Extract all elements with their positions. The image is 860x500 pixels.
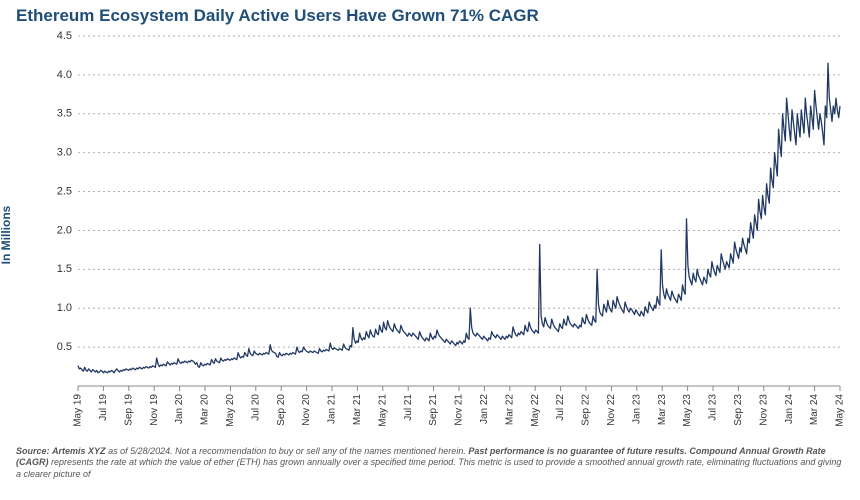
svg-text:Mar 24: Mar 24 (809, 394, 820, 426)
y-axis-label: In Millions (0, 206, 13, 265)
source-label: Source: (16, 446, 50, 456)
svg-text:4.5: 4.5 (57, 30, 72, 42)
disclaimer-bold-1: Past performance is no guarantee of futu… (468, 446, 687, 456)
svg-text:Jul 20: Jul 20 (250, 394, 261, 421)
svg-text:May 20: May 20 (225, 394, 236, 427)
svg-text:May 21: May 21 (377, 394, 388, 427)
source-name: Artemis XYZ (52, 446, 106, 456)
svg-text:3.5: 3.5 (57, 108, 72, 120)
svg-text:Nov 20: Nov 20 (301, 394, 312, 426)
svg-text:4.0: 4.0 (57, 69, 72, 81)
svg-text:2.5: 2.5 (57, 185, 72, 197)
svg-text:Mar 22: Mar 22 (504, 394, 515, 426)
svg-text:Jan 24: Jan 24 (784, 394, 795, 424)
svg-text:3.0: 3.0 (57, 147, 72, 159)
svg-text:Nov 23: Nov 23 (758, 394, 769, 426)
svg-text:Sep 22: Sep 22 (581, 394, 592, 426)
svg-text:0.5: 0.5 (57, 341, 72, 353)
svg-text:Nov 21: Nov 21 (454, 394, 465, 426)
source-date: as of 5/28/2024. (108, 446, 173, 456)
svg-text:2.0: 2.0 (57, 224, 72, 236)
footnote: Source: Artemis XYZ as of 5/28/2024. Not… (0, 440, 860, 480)
svg-text:May 19: May 19 (73, 394, 84, 427)
disclaimer-2: represents the rate at which the value o… (16, 457, 841, 478)
svg-text:Sep 19: Sep 19 (123, 394, 134, 426)
svg-text:Jan 20: Jan 20 (174, 394, 185, 424)
disclaimer-1: Not a recommendation to buy or sell any … (175, 446, 466, 456)
svg-text:Nov 19: Nov 19 (149, 394, 160, 426)
svg-text:Jan 21: Jan 21 (327, 394, 338, 424)
svg-text:Mar 23: Mar 23 (657, 394, 668, 426)
svg-text:1.0: 1.0 (57, 302, 72, 314)
chart-area: In Millions 0.51.01.52.02.53.03.54.04.5M… (16, 30, 846, 440)
svg-text:Jul 23: Jul 23 (708, 394, 719, 421)
svg-text:Jul 19: Jul 19 (98, 394, 109, 421)
svg-text:1.5: 1.5 (57, 263, 72, 275)
svg-text:Jul 22: Jul 22 (555, 394, 566, 421)
svg-text:Nov 22: Nov 22 (606, 394, 617, 426)
chart-svg: 0.5 1.0 1.5 2.0 2.5 3.0 3.5 4.0 4.5 May 19 Jul 19 S… (50, 30, 846, 440)
svg-text:Jan 23: Jan 23 (631, 394, 642, 424)
svg-text:Sep 23: Sep 23 (733, 394, 744, 426)
dau-series-line (78, 63, 840, 373)
svg-text:Mar 21: Mar 21 (352, 394, 363, 426)
svg-text:May 24: May 24 (835, 394, 846, 427)
svg-text:Mar 20: Mar 20 (200, 394, 211, 426)
svg-text:Jan 22: Jan 22 (479, 394, 490, 424)
svg-text:Sep 20: Sep 20 (276, 394, 287, 426)
svg-text:Sep 21: Sep 21 (428, 394, 439, 426)
svg-text:May 23: May 23 (682, 394, 693, 427)
chart-title: Ethereum Ecosystem Daily Active Users Ha… (0, 0, 860, 30)
svg-text:Jul 21: Jul 21 (403, 394, 414, 421)
svg-text:May 22: May 22 (530, 394, 541, 427)
